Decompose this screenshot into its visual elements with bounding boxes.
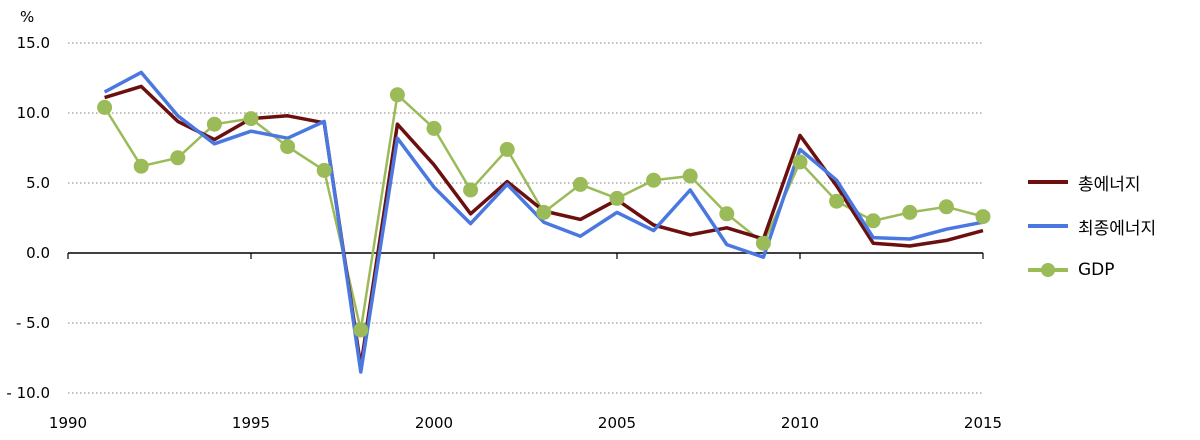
series-group — [97, 70, 991, 374]
y-tick-label: - 10.0 — [6, 384, 50, 402]
x-tick-label: 2015 — [964, 414, 1002, 432]
series-total-energy-line — [104, 84, 984, 369]
gdp-point — [280, 139, 296, 155]
series-final-energy-line — [103, 70, 984, 374]
gdp-point — [646, 172, 662, 188]
legend-swatch-gdp — [1028, 260, 1068, 280]
x-tick-label: 2000 — [415, 414, 453, 432]
x-tick-label: 1995 — [232, 414, 270, 432]
legend-item-total-energy: 총에너지 — [1028, 160, 1198, 204]
legend-item-final-energy: 최종에너지 — [1028, 204, 1198, 248]
gdp-point — [682, 168, 698, 184]
gdp-point — [792, 154, 808, 170]
legend-label-total-energy: 총에너지 — [1078, 174, 1141, 195]
y-tick-label: 0.0 — [26, 244, 50, 262]
gdp-point — [536, 204, 552, 220]
legend-label-gdp: GDP — [1078, 260, 1115, 280]
legend-swatch-total-energy — [1028, 172, 1068, 192]
x-tick-label: 1990 — [49, 414, 87, 432]
gdp-point — [572, 176, 588, 192]
gdp-point — [829, 193, 845, 209]
gdp-point — [426, 120, 442, 136]
y-tick-label: 10.0 — [17, 104, 50, 122]
gdp-point — [938, 199, 954, 215]
y-unit-label: % — [20, 8, 34, 26]
gdp-point — [389, 87, 405, 103]
x-tick-label: 2005 — [598, 414, 636, 432]
gdp-point — [97, 99, 113, 115]
gdp-point — [243, 111, 259, 127]
y-tick-label: 5.0 — [26, 174, 50, 192]
y-tick-label: - 5.0 — [16, 314, 50, 332]
gdp-point — [499, 141, 515, 157]
gdp-point — [316, 162, 332, 178]
gdp-point — [902, 204, 918, 220]
gdp-point — [755, 235, 771, 251]
gdp-point — [353, 322, 369, 338]
legend: 총에너지 최종에너지 GDP — [1028, 160, 1198, 292]
gdp-point — [170, 150, 186, 166]
gdp-point — [865, 213, 881, 229]
legend-label-final-energy: 최종에너지 — [1078, 218, 1157, 239]
gdp-point — [206, 116, 222, 132]
x-tick-label: 2010 — [781, 414, 819, 432]
gridlines — [68, 42, 983, 394]
gdp-point — [719, 206, 735, 222]
gdp-point — [609, 190, 625, 206]
gdp-point — [463, 182, 479, 198]
axes: 15.0 10.0 5.0 0.0 - 5.0 - 10.0 1990 1995 2000 200… — [6, 34, 1002, 432]
gdp-point — [133, 158, 149, 174]
legend-swatch-final-energy — [1028, 216, 1068, 236]
gdp-point — [975, 209, 991, 225]
y-tick-label: 15.0 — [17, 34, 50, 52]
legend-item-gdp: GDP — [1028, 248, 1198, 292]
